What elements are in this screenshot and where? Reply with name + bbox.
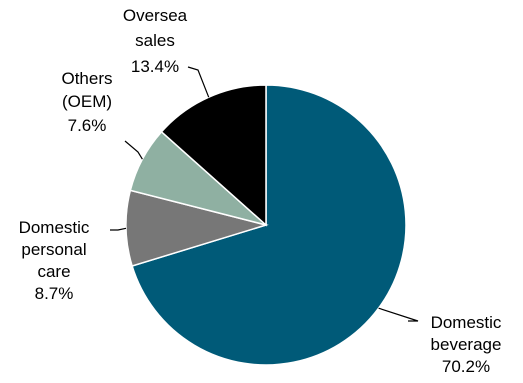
leader-line [110, 227, 127, 231]
slice-label-line: care [37, 262, 70, 281]
slice-value-label: 8.7% [35, 284, 74, 303]
slice-label-line: Domestic [19, 218, 90, 237]
slice-domestic-beverage [131, 84, 407, 366]
slice-label-line: sales [135, 31, 175, 50]
leader-line [378, 307, 419, 322]
slice-label-line: Others [61, 69, 112, 88]
label-oversea-sales: Oversea sales 13.4% [123, 6, 188, 76]
slice-label-line: Oversea [123, 6, 188, 25]
slice-value-label: 70.2% [442, 357, 490, 376]
leader-lines [110, 66, 419, 322]
label-others-oem: Others (OEM) 7.6% [61, 69, 112, 135]
pie-slices [125, 84, 407, 366]
slice-value-label: 7.6% [68, 116, 107, 135]
slice-value-label: 13.4% [131, 57, 179, 76]
label-domestic-personal-care: Domestic personal care 8.7% [19, 218, 90, 303]
slice-label-line: beverage [431, 335, 502, 354]
leader-line [124, 140, 143, 160]
slice-oversea-sales [160, 84, 267, 227]
slice-label-line: (OEM) [62, 92, 112, 111]
leader-line [187, 66, 210, 98]
label-domestic-beverage: Domestic beverage 70.2% [431, 313, 502, 376]
slice-label-line: Domestic [431, 313, 502, 332]
slice-label-line: personal [21, 240, 86, 259]
